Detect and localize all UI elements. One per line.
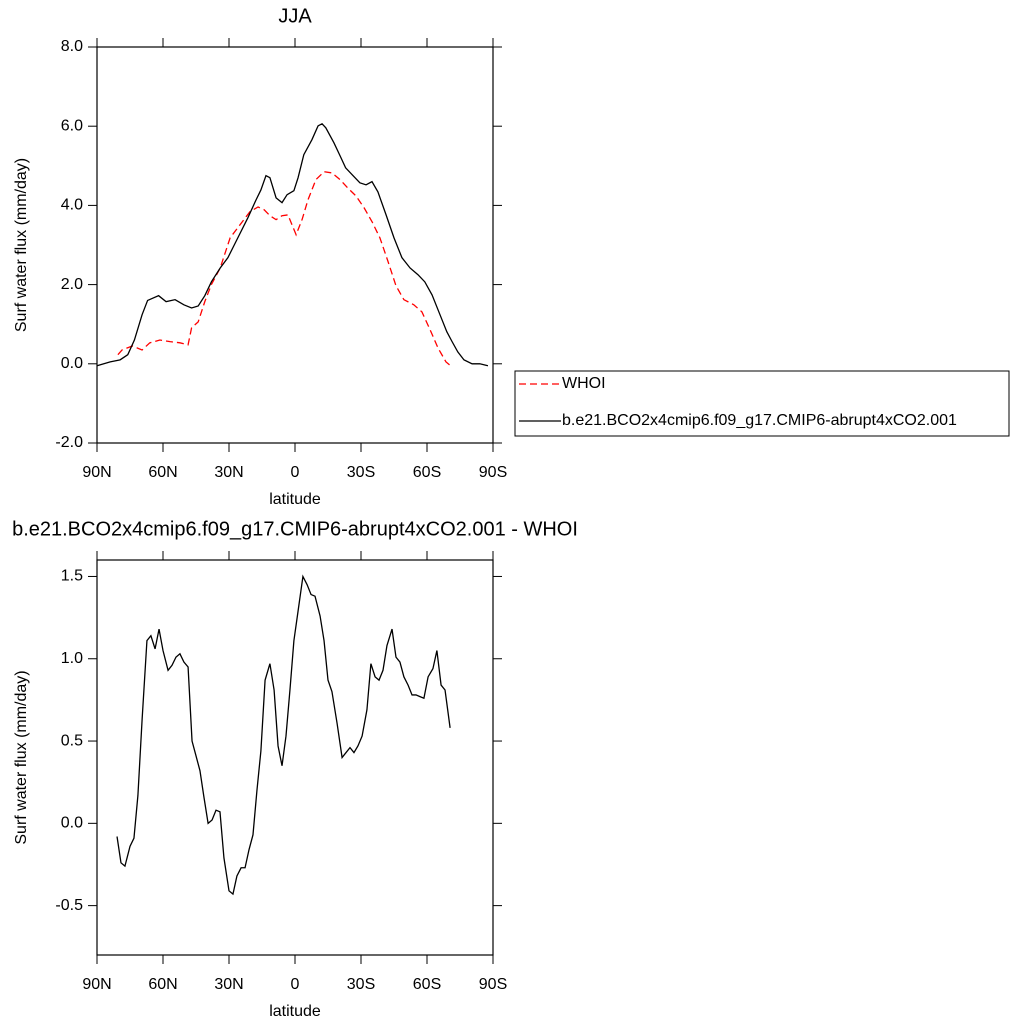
x-tick-label: 0 [291, 976, 300, 993]
data-line [117, 171, 453, 368]
x-tick-label: 90S [479, 464, 507, 481]
x-tick-label: 30S [347, 464, 375, 481]
y-tick-label: -0.5 [55, 897, 83, 914]
y-tick-label: 0.0 [61, 355, 83, 372]
y-tick-label: 1.0 [61, 650, 83, 667]
y-axis-label: Surf water flux (mm/day) [13, 158, 30, 332]
x-tick-label: 60N [148, 976, 177, 993]
chart-title: JJA [278, 5, 312, 27]
x-tick-label: 30S [347, 976, 375, 993]
legend-label: WHOI [562, 375, 606, 392]
y-tick-label: 4.0 [61, 197, 83, 214]
x-tick-label: 0 [291, 464, 300, 481]
data-line [96, 123, 489, 367]
x-tick-label: 90S [479, 976, 507, 993]
y-tick-label: 0.5 [61, 732, 83, 749]
x-axis-label: latitude [269, 491, 321, 508]
y-tick-label: 0.0 [61, 815, 83, 832]
x-tick-label: 90N [82, 464, 111, 481]
chart-title: b.e21.BCO2x4cmip6.f09_g17.CMIP6-abrupt4x… [12, 518, 578, 540]
legend-label: b.e21.BCO2x4cmip6.f09_g17.CMIP6-abrupt4x… [562, 412, 957, 429]
x-tick-label: 60N [148, 464, 177, 481]
y-tick-label: 1.5 [61, 568, 83, 585]
y-tick-label: -2.0 [55, 434, 83, 451]
plot-frame [96, 559, 494, 956]
x-tick-label: 30N [214, 464, 243, 481]
legend-box [514, 370, 1010, 437]
x-tick-label: 90N [82, 976, 111, 993]
x-axis-label: latitude [269, 1003, 321, 1020]
y-axis-label: Surf water flux (mm/day) [13, 670, 30, 844]
y-tick-label: 2.0 [61, 276, 83, 293]
y-tick-label: 6.0 [61, 117, 83, 134]
x-tick-label: 60S [413, 464, 441, 481]
y-tick-label: 8.0 [61, 38, 83, 55]
plot-frame [96, 46, 494, 444]
data-line [116, 574, 451, 896]
x-tick-label: 60S [413, 976, 441, 993]
x-tick-label: 30N [214, 976, 243, 993]
